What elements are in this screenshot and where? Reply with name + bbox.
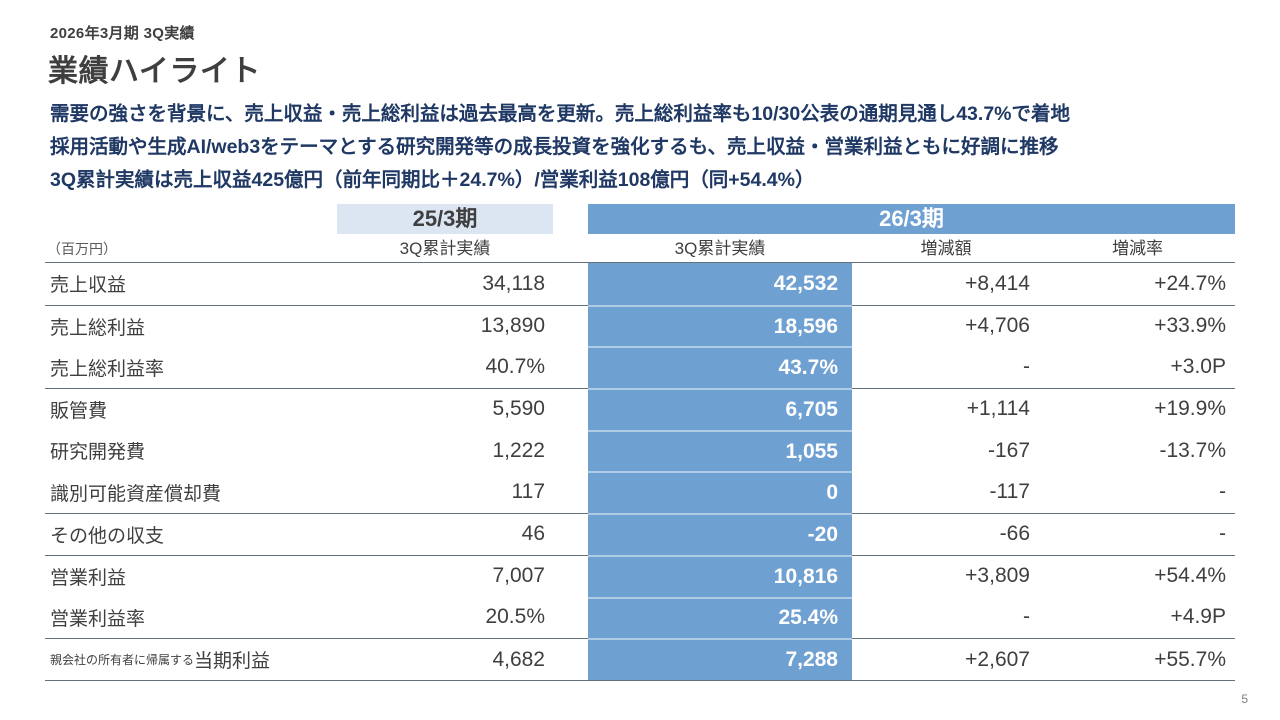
results-table: 25/3期 26/3期 （百万円） 3Q累計実績 3Q累計実績 増減額 増減率 … [45,204,1235,681]
prev-period-value: 34,118 [482,271,545,295]
change-rate-value: - [1219,480,1226,504]
table-row: 売上総利益 13,890 18,596 +4,706 +33.9% [45,304,1235,347]
current-period-value: 10,816 [588,554,852,597]
col-header-change-amount: 増減額 [920,239,972,258]
col-group-prev-period: 25/3期 [337,204,553,234]
row-label: 研究開発費 [50,442,146,464]
prev-period-value: 117 [511,480,545,504]
change-rate-value: +55.7% [1040,638,1235,680]
change-rate-value: +24.7% [1154,271,1226,295]
change-rate-value: +3.0P [1170,355,1226,379]
change-rate-value: -13.7% [1159,438,1226,462]
highlights-block: 需要の強さを背景に、売上収益・売上総利益は過去最高を更新。売上総利益率も10/3… [50,98,1070,197]
table-column-group-row: 25/3期 26/3期 [45,204,1235,234]
current-period-value: 42,532 [588,263,852,305]
page-title: 業績ハイライト [48,55,261,88]
current-period-value: 1,055 [588,429,852,472]
current-period-value: 25.4% [588,596,852,639]
current-period-value: -20 [588,513,852,555]
current-period-value: 0 [588,471,852,514]
col-header-change-rate: 増減率 [1112,239,1163,258]
current-period-value: 18,596 [588,304,852,347]
prev-period-value: 20.5% [485,605,545,629]
table-row: 営業利益率 20.5% 25.4% - +4.9P [45,596,1235,639]
prev-period-value: 40.7% [485,355,545,379]
page-number: 5 [1241,692,1248,706]
change-rate-value: +33.9% [1040,304,1235,347]
prev-period-value: 7,007 [337,554,553,597]
change-amount-value: -66 [852,513,1040,555]
row-label: その他の収支 [50,525,165,547]
change-rate-value: +4.9P [1170,605,1226,629]
highlight-line-3: 3Q累計実績は売上収益425億円（前年同期比＋24.7%）/営業利益108億円（… [50,169,815,191]
row-label: 営業利益率 [50,608,146,630]
prev-period-value: 4,682 [337,638,553,680]
row-label: 売上収益 [50,275,127,297]
table-row: 研究開発費 1,222 1,055 -167 -13.7% [45,429,1235,472]
prev-period-value: 5,590 [337,388,553,430]
row-label: 販管費 [50,400,108,422]
table-row: 親会社の所有者に帰属する 当期利益 4,682 7,288 +2,607 +55.… [45,638,1235,680]
change-amount-value: +4,706 [852,304,1040,347]
highlight-line-1: 需要の強さを背景に、売上収益・売上総利益は過去最高を更新。売上総利益率も10/3… [50,103,1071,125]
change-amount-value: - [1023,355,1030,379]
table-row: 識別可能資産償却費 117 0 -117 - [45,471,1235,514]
unit-label: （百万円） [47,241,117,257]
change-amount-value: -117 [989,480,1030,504]
table-header-row: （百万円） 3Q累計実績 3Q累計実績 増減額 増減率 [45,234,1235,262]
change-amount-value: +8,414 [965,271,1030,295]
prev-period-value: 46 [337,513,553,555]
report-period-label: 2026年3月期 3Q実績 [50,25,195,42]
table-body: 売上収益 34,118 42,532 +8,414 +24.7% 売上総利益 1… [45,262,1235,681]
change-amount-value: - [1023,605,1030,629]
row-label: 売上総利益率 [50,358,165,380]
change-rate-value: +54.4% [1040,554,1235,597]
col-header-current-actual: 3Q累計実績 [674,239,766,258]
change-amount-value: +1,114 [852,388,1040,430]
col-group-current-period: 26/3期 [588,204,1235,234]
table-row: 販管費 5,590 6,705 +1,114 +19.9% [45,388,1235,430]
table-row: 営業利益 7,007 10,816 +3,809 +54.4% [45,554,1235,597]
change-amount-value: +3,809 [852,554,1040,597]
row-label: 当期利益 [194,651,271,673]
current-period-value: 43.7% [588,346,852,389]
table-row: 売上総利益率 40.7% 43.7% - +3.0P [45,346,1235,389]
change-amount-value: -167 [987,438,1030,462]
row-label: 営業利益 [50,567,127,589]
change-rate-value: +19.9% [1040,388,1235,430]
change-rate-value: - [1040,513,1235,555]
row-label: 売上総利益 [50,317,146,339]
table-row: その他の収支 46 -20 -66 - [45,513,1235,555]
table-row: 売上収益 34,118 42,532 +8,414 +24.7% [45,263,1235,305]
row-label-prefix: 親会社の所有者に帰属する [50,653,195,668]
prev-period-value: 1,222 [492,438,545,462]
row-label: 識別可能資産償却費 [50,483,222,505]
col-header-prev-actual: 3Q累計実績 [399,239,491,258]
prev-period-value: 13,890 [337,304,553,347]
current-period-value: 6,705 [588,388,852,430]
current-period-value: 7,288 [588,638,852,680]
highlight-line-2: 採用活動や生成AI/web3をテーマとする研究開発等の成長投資を強化するも、売上… [50,136,1059,158]
change-amount-value: +2,607 [852,638,1040,680]
